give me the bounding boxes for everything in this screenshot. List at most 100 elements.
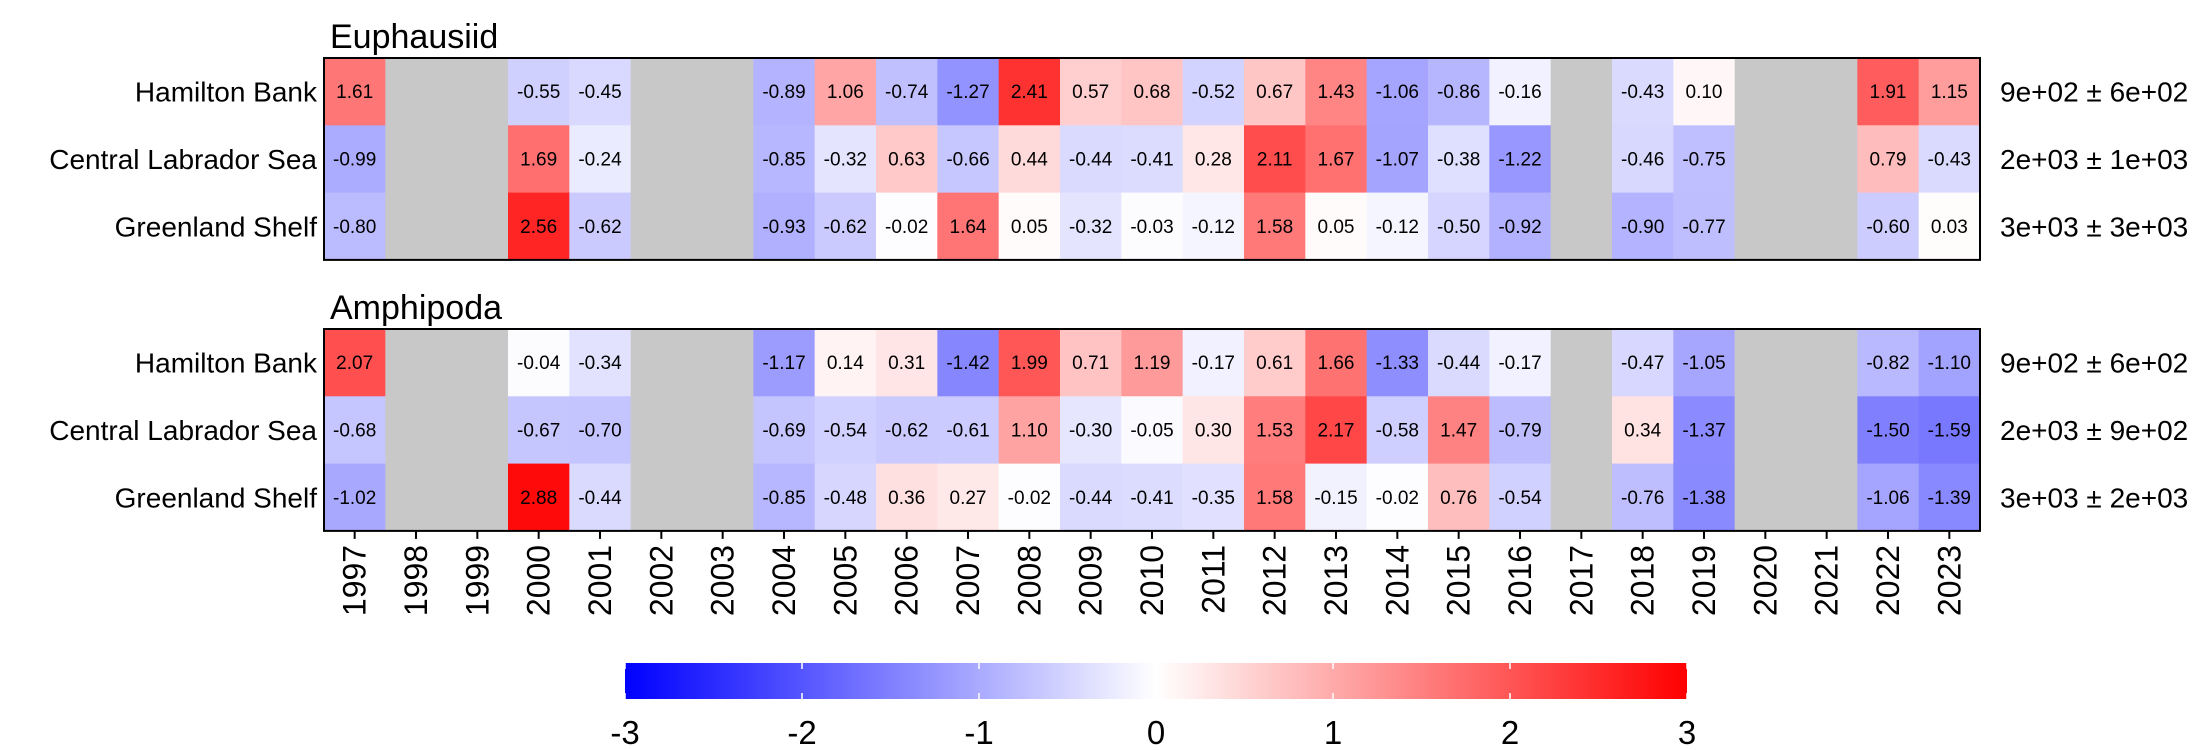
heatmap-cell [1489, 125, 1552, 194]
cell-value-label: -0.34 [578, 353, 622, 374]
cell-value-label: -0.90 [1621, 217, 1664, 238]
heatmap-cell [1489, 192, 1552, 261]
missing-cell [446, 463, 509, 532]
missing-cell [630, 58, 693, 126]
color-scale-tick-label: -3 [610, 714, 639, 750]
row-label: Hamilton Bank [135, 77, 318, 108]
cell-value-label: 0.34 [1624, 420, 1661, 441]
cell-value-label: 2.88 [520, 488, 557, 509]
cell-value-label: -0.66 [946, 149, 989, 170]
cell-value-label: -0.41 [1130, 149, 1173, 170]
heatmap-cell [1918, 396, 1981, 465]
cell-value-label: -0.17 [1498, 353, 1541, 374]
heatmap-cell [1918, 329, 1981, 397]
heatmap-cell [324, 192, 386, 261]
cell-value-label: -1.02 [333, 488, 376, 509]
heatmap-cell [753, 329, 816, 397]
missing-cell [385, 329, 448, 397]
heatmap-cell [1366, 463, 1429, 532]
heatmap-cell [324, 463, 386, 532]
cell-value-label: 0.61 [1256, 353, 1293, 374]
x-tick-label: 2001 [582, 545, 618, 616]
cell-value-label: -0.03 [1130, 217, 1173, 238]
missing-cell [385, 58, 448, 126]
cell-value-label: -0.61 [946, 420, 989, 441]
heatmap-cell [1489, 329, 1552, 397]
row-label: Central Labrador Sea [49, 144, 317, 175]
x-tick-label: 2006 [889, 545, 925, 616]
cell-value-label: 1.58 [1256, 217, 1293, 238]
cell-value-label: -0.77 [1682, 217, 1725, 238]
cell-value-label: -0.70 [578, 420, 621, 441]
cell-value-label: -0.12 [1192, 217, 1235, 238]
missing-cell [446, 125, 509, 194]
heatmap-cell [998, 125, 1061, 194]
x-tick-label: 2000 [521, 545, 557, 616]
missing-cell [1796, 463, 1858, 532]
cell-value-label: -0.89 [762, 82, 805, 103]
x-tick-label: 2004 [766, 545, 802, 616]
heatmap-cell [324, 329, 386, 397]
heatmap-cell [1305, 125, 1368, 194]
cell-value-label: -1.22 [1498, 149, 1541, 170]
missing-cell [1550, 125, 1613, 194]
x-tick-label: 2020 [1747, 545, 1783, 616]
cell-value-label: 1.43 [1318, 82, 1355, 103]
row-label: Greenland Shelf [115, 211, 318, 242]
missing-cell [1734, 58, 1797, 126]
panel-title: Euphausiid [330, 18, 498, 56]
cell-value-label: -0.35 [1192, 488, 1235, 509]
color-scale-tick-label: 2 [1501, 714, 1519, 750]
heatmap-cell [1366, 192, 1429, 261]
cell-value-label: -1.27 [946, 82, 989, 103]
heatmap-cell [814, 463, 877, 532]
heatmap-cell [324, 396, 386, 465]
x-tick-label: 2015 [1441, 545, 1477, 616]
cell-value-label: -1.42 [946, 353, 989, 374]
heatmap-cell [1428, 329, 1490, 397]
cell-value-label: 2.56 [520, 217, 557, 238]
row-summary-label: 9e+02 ± 6e+02 [2000, 348, 2188, 379]
heatmap-cell [1244, 192, 1306, 261]
heatmap-cell [937, 396, 1000, 465]
heatmap-cell [1305, 329, 1368, 397]
x-axis-year-labels: 1997 1998 1999 2000 2001 2002 2003 2004 2005 2006… [337, 530, 1967, 616]
cell-value-label: 0.14 [827, 353, 864, 374]
heatmap-cell [1305, 58, 1368, 126]
cell-value-label: -0.45 [578, 82, 621, 103]
cell-value-label: -0.05 [1130, 420, 1173, 441]
color-scale-tick-label: -1 [964, 714, 993, 750]
heatmap-cell [1918, 463, 1981, 532]
color-scale-tick-label: 1 [1324, 714, 1342, 750]
cell-value-label: -0.54 [1498, 488, 1542, 509]
cell-value-label: -0.99 [333, 149, 376, 170]
x-tick-label: 1997 [337, 545, 373, 616]
heatmap-cell [508, 125, 570, 194]
heatmap-cell [508, 396, 570, 465]
row-summary-label: 9e+02 ± 6e+02 [2000, 77, 2188, 108]
heatmap-cell [508, 58, 570, 126]
cell-value-label: 0.63 [888, 149, 925, 170]
panel-title: Amphipoda [330, 289, 502, 327]
heatmap-cell [998, 329, 1061, 397]
cell-value-label: -1.38 [1682, 488, 1725, 509]
heatmap-cell [814, 396, 877, 465]
cell-value-label: -0.46 [1621, 149, 1664, 170]
cell-value-label: 1.06 [827, 82, 864, 103]
cell-value-label: -0.92 [1498, 217, 1541, 238]
missing-cell [1734, 192, 1797, 261]
heatmap-cell [1673, 58, 1736, 126]
x-tick-label: 2017 [1563, 545, 1599, 616]
heatmap-cell [1121, 58, 1184, 126]
missing-cell [1550, 58, 1613, 126]
heatmap-cell [1918, 125, 1981, 194]
heatmap-cell [1121, 396, 1184, 465]
cell-value-label: 1.69 [520, 149, 557, 170]
cell-value-label: -0.38 [1437, 149, 1480, 170]
heatmap-cell [1857, 192, 1920, 261]
cell-value-label: 1.15 [1931, 82, 1968, 103]
heatmap-cell [1060, 329, 1122, 397]
cell-value-label: -0.93 [762, 217, 805, 238]
cell-value-label: 0.68 [1134, 82, 1171, 103]
